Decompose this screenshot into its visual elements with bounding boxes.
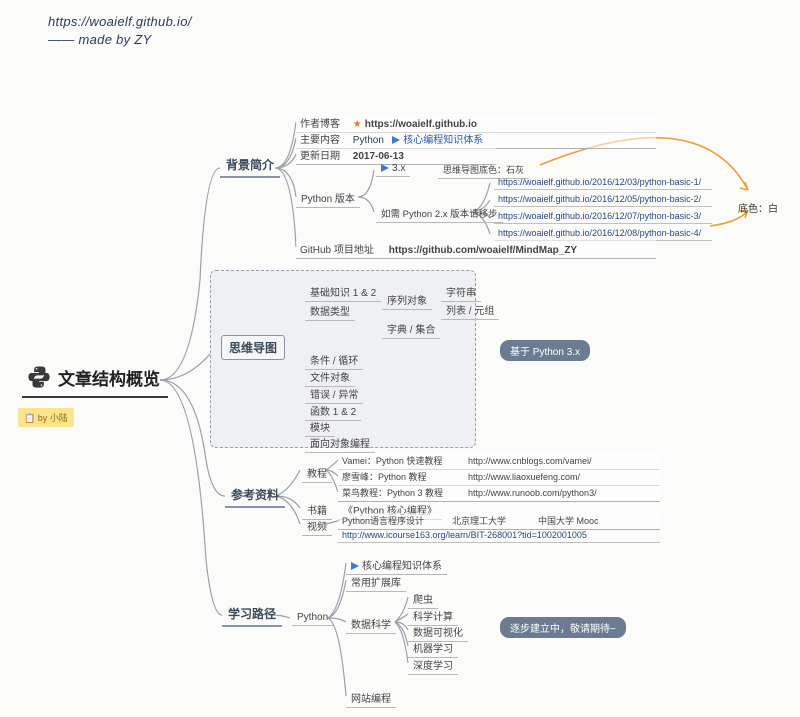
root-title: 文章结构概览 xyxy=(58,365,160,390)
bg-ver2: 如需 Python 2.x 版本请移步 xyxy=(376,205,503,223)
mind-i0: 基础知识 1 & 2 xyxy=(305,283,381,302)
bg-link-3[interactable]: https://woaielf.github.io/2016/12/07/pyt… xyxy=(494,210,712,224)
branch-ref: 参考资料 xyxy=(225,486,285,508)
ref-video-k: 视频 xyxy=(302,517,332,536)
bg-github: GitHub 项目地址 https://github.com/woaielf/M… xyxy=(296,240,656,259)
bg-link-4[interactable]: https://woaielf.github.io/2016/12/08/pyt… xyxy=(494,227,712,241)
path-badge: 逐步建立中，敬请期待~ xyxy=(500,617,626,638)
bg-ver: Python 版本 xyxy=(296,189,360,208)
ref-r1: 廖雪峰：Python 教程http://www.liaoxuefeng.com/ xyxy=(338,469,660,486)
branch-mind: 思维导图 xyxy=(221,335,285,360)
ref-r2: 菜鸟教程：Python 3 教程http://www.runoob.com/py… xyxy=(338,485,660,502)
path-web: 网站编程 xyxy=(346,689,396,708)
flag-icon xyxy=(392,136,400,144)
bg-link-2[interactable]: https://woaielf.github.io/2016/12/05/pyt… xyxy=(494,193,712,207)
path-ext: 常用扩展库 xyxy=(346,573,406,592)
flag-icon xyxy=(351,562,359,570)
mind-i1: 数据类型 xyxy=(305,302,355,321)
mind-i7: 面向对象编程 xyxy=(305,434,375,453)
root-node: 文章结构概览 xyxy=(22,360,168,398)
ref-video-url[interactable]: http://www.icourse163.org/learn/BIT-2680… xyxy=(338,529,660,543)
path-py: Python xyxy=(292,611,333,626)
ref-video: Python语言程序设计北京理工大学中国大学 Mooc xyxy=(338,513,660,530)
branch-bg: 背景简介 xyxy=(220,156,280,178)
path-ds: 数据科学 xyxy=(346,615,396,634)
python-icon xyxy=(26,364,52,390)
mind-list: 列表 / 元组 xyxy=(441,301,499,320)
header-url: https://woaielf.github.io/ xyxy=(48,14,192,29)
header-made: —— made by ZY xyxy=(48,32,152,47)
mind-dict: 字典 / 集合 xyxy=(382,320,440,339)
bg-link-1[interactable]: https://woaielf.github.io/2016/12/03/pyt… xyxy=(494,176,712,190)
path-ds-4: 深度学习 xyxy=(408,656,458,675)
byline-tag: 📋 by 小陆 xyxy=(18,408,74,427)
bg-ver3: 3.x xyxy=(376,162,410,177)
mind-seq: 序列对象 xyxy=(382,291,432,310)
branch-path: 学习路径 xyxy=(222,605,282,627)
mind-badge: 基于 Python 3.x xyxy=(500,340,590,361)
ref-r0: Vamei：Python 快速教程http://www.cnblogs.com/… xyxy=(338,453,660,470)
flag-icon xyxy=(381,164,389,172)
mind-str: 字符串 xyxy=(441,283,481,302)
ref-tut: 教程 xyxy=(302,464,332,483)
annot-white: 底色：白 xyxy=(738,200,778,215)
